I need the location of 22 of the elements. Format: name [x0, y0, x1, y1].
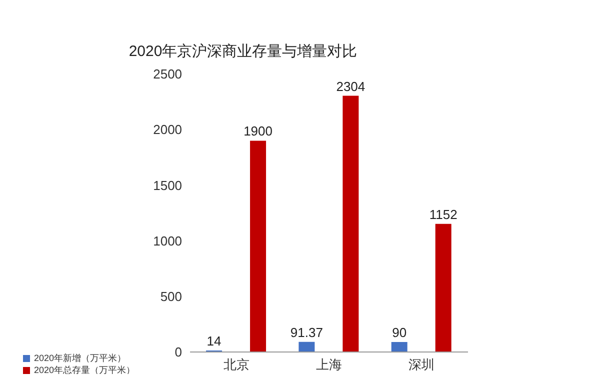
y-tick-label: 0: [174, 344, 182, 360]
bar: [298, 342, 315, 352]
bar: [342, 96, 359, 352]
x-tick-label: 北京: [223, 357, 250, 372]
data-label: 90: [392, 324, 407, 340]
data-label: 1152: [429, 206, 458, 222]
bar: [250, 140, 266, 352]
x-tick-label: 深圳: [408, 357, 435, 372]
chart-title: 2020年京沪深商业存量与增量对比: [128, 42, 358, 60]
bar: [391, 342, 408, 352]
legend-label: 2020年新增（万平米）: [34, 353, 126, 363]
data-label: 2304: [336, 78, 366, 94]
bar: [435, 224, 452, 352]
x-tick-label: 上海: [316, 357, 342, 372]
y-tick-label: 2000: [153, 122, 182, 138]
data-label: 91.37: [290, 324, 323, 340]
y-tick-label: 1000: [153, 233, 182, 248]
y-tick-label: 500: [160, 289, 182, 304]
y-tick-label: 2500: [153, 66, 182, 82]
data-label: 14: [206, 333, 222, 348]
y-tick-label: 1500: [153, 178, 182, 193]
data-label: 1900: [244, 124, 272, 139]
